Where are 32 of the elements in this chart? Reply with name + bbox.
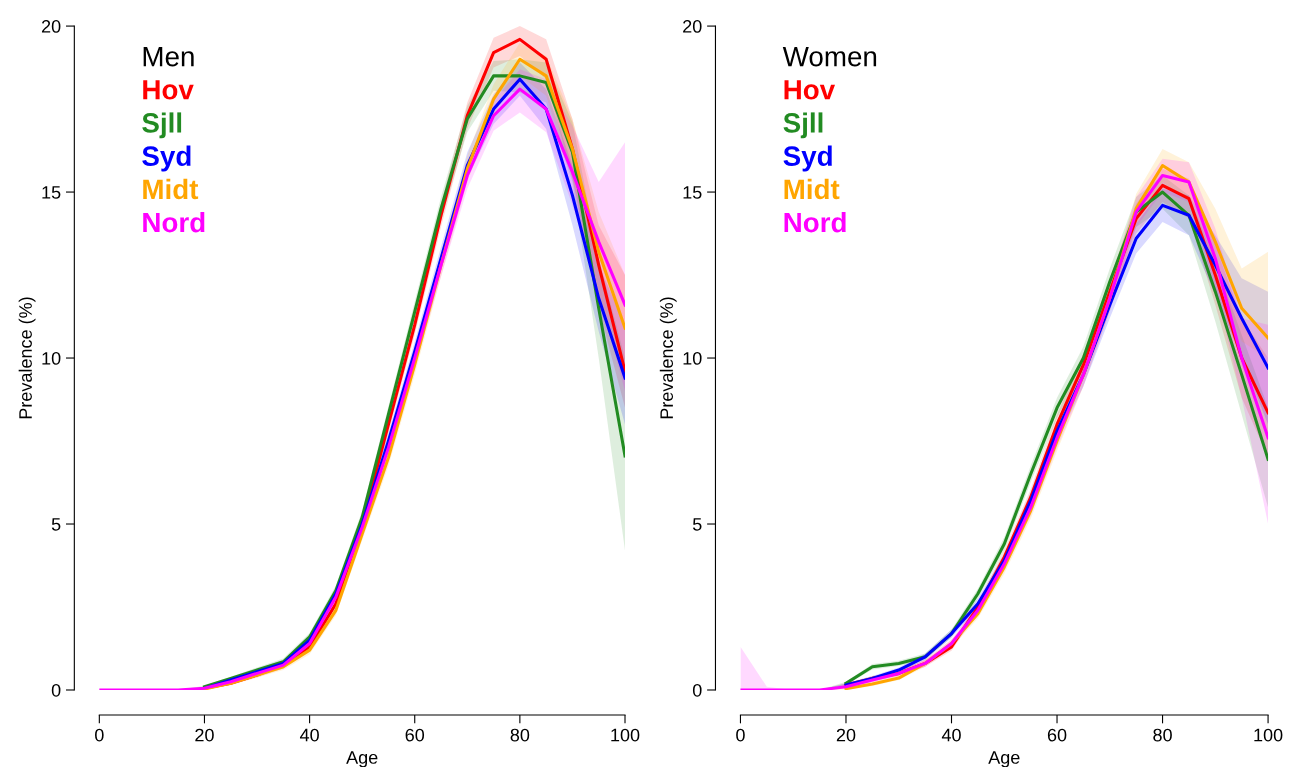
x-tick-label: 100	[1254, 728, 1283, 742]
text: Women	[782, 47, 877, 67]
x-tick-label: 60	[1047, 728, 1067, 742]
x-tick-label: 40	[941, 728, 961, 742]
x-tick-label: 0	[95, 728, 104, 742]
y-tick-label: 0	[692, 683, 702, 697]
y-axis-title: Prevalence (%)	[659, 297, 677, 419]
text: Midt	[784, 178, 840, 200]
y-tick-label: 5	[51, 518, 61, 531]
x-tick-label: 80	[1153, 728, 1172, 742]
x-tick-label: 100	[611, 728, 640, 742]
y-axis-title: Prevalence (%)	[18, 297, 36, 419]
text: Sjll	[783, 112, 823, 139]
y-tick-label: 15	[42, 186, 61, 199]
x-tick-label: 20	[195, 728, 214, 742]
x-axis-title: Age	[346, 751, 378, 767]
x-axis-title: Age	[988, 751, 1020, 767]
text: Hov	[784, 80, 836, 100]
y-tick-label: 10	[683, 351, 702, 365]
y-tick-label: 10	[42, 351, 61, 365]
text: Syd	[783, 145, 832, 172]
y-tick-label: 15	[683, 186, 702, 199]
x-tick-label: 60	[405, 728, 425, 742]
y-tick-label: 5	[692, 518, 702, 531]
text: Nord	[784, 211, 846, 233]
x-tick-label: 80	[510, 728, 530, 742]
x-tick-label: 40	[299, 728, 319, 742]
y-tick-label: 20	[683, 20, 702, 33]
y-tick-label: 20	[41, 20, 61, 33]
y-tick-label: 0	[51, 683, 61, 697]
x-tick-label: 20	[836, 728, 856, 742]
x-tick-label: 0	[736, 728, 745, 742]
